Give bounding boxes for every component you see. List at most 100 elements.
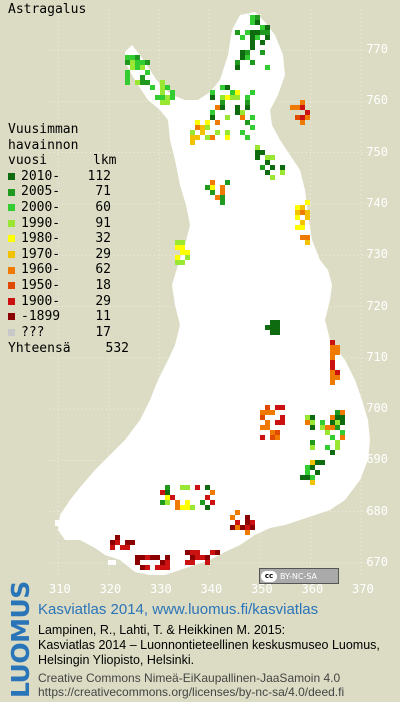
observation-square	[175, 505, 180, 510]
observation-square	[330, 365, 335, 370]
legend-count: 62	[95, 262, 111, 278]
observation-square	[215, 130, 220, 135]
observation-square	[160, 565, 165, 570]
x-axis-label: 370	[352, 582, 374, 596]
observation-square	[330, 345, 335, 350]
observation-square	[180, 240, 185, 245]
finland-distribution-map	[50, 10, 370, 575]
footer-citation: Lampinen, R., Lahti, T. & Heikkinen M. 2…	[38, 623, 380, 668]
observation-square	[340, 435, 345, 440]
license-url[interactable]: https://creativecommons.org/licenses/by-…	[38, 685, 345, 699]
observation-square	[165, 485, 170, 490]
observation-square	[165, 555, 170, 560]
observation-square	[245, 520, 250, 525]
observation-square	[310, 445, 315, 450]
observation-square	[305, 420, 310, 425]
observation-square	[200, 555, 205, 560]
observation-square	[210, 95, 215, 100]
observation-square	[295, 225, 300, 230]
observation-square	[300, 120, 305, 125]
observation-square	[195, 550, 200, 555]
legend-year: 1990-	[21, 215, 61, 231]
observation-square	[275, 330, 280, 335]
observation-square	[235, 65, 240, 70]
observation-square	[235, 105, 240, 110]
observation-square	[275, 430, 280, 435]
observation-square	[265, 155, 270, 160]
observation-square	[270, 410, 275, 415]
observation-square	[330, 375, 335, 380]
observation-square	[260, 50, 265, 55]
observation-square	[135, 60, 140, 65]
observation-square	[140, 565, 145, 570]
observation-square	[310, 465, 315, 470]
legend-row: 1990- 91	[8, 216, 129, 232]
observation-square	[135, 65, 140, 70]
footer-atlas-link[interactable]: Kasviatlas 2014, www.luomus.fi/kasviatla…	[38, 601, 319, 618]
observation-square	[130, 65, 135, 70]
observation-square	[255, 30, 260, 35]
observation-square	[215, 105, 220, 110]
observation-square	[195, 485, 200, 490]
observation-square	[290, 105, 295, 110]
legend-count: 18	[95, 277, 111, 293]
observation-dots	[110, 15, 345, 570]
observation-square	[250, 520, 255, 525]
observation-square	[180, 245, 185, 250]
license-badge[interactable]: cc BY-NC-SA	[259, 568, 339, 584]
observation-square	[210, 90, 215, 95]
legend-year: 1970-	[21, 246, 61, 262]
observation-square	[210, 185, 215, 190]
observation-square	[260, 415, 265, 420]
observation-square	[230, 90, 235, 95]
observation-square	[195, 555, 200, 560]
observation-square	[280, 170, 285, 175]
observation-square	[250, 35, 255, 40]
legend-swatch	[8, 313, 15, 321]
legend-year: 1900-	[21, 293, 61, 309]
observation-square	[200, 125, 205, 130]
observation-square	[280, 420, 285, 425]
observation-square	[180, 485, 185, 490]
observation-square	[300, 235, 305, 240]
observation-square	[330, 350, 335, 355]
observation-square	[145, 80, 150, 85]
observation-square	[225, 95, 230, 100]
legend-year: 1960-	[21, 262, 61, 278]
observation-square	[190, 550, 195, 555]
observation-square	[220, 85, 225, 90]
observation-square	[185, 485, 190, 490]
observation-square	[250, 45, 255, 50]
observation-square	[125, 540, 130, 545]
observation-square	[180, 250, 185, 255]
legend-swatch	[8, 266, 15, 274]
observation-square	[145, 555, 150, 560]
observation-square	[245, 95, 250, 100]
x-axis-label: 320	[99, 582, 122, 596]
observation-square	[270, 435, 275, 440]
observation-square	[160, 80, 165, 85]
observation-square	[335, 425, 340, 430]
observation-square	[240, 130, 245, 135]
observation-square	[245, 515, 250, 520]
citation-publisher: Helsingin Yliopisto, Helsinki.	[38, 653, 195, 667]
legend-swatch	[8, 173, 15, 181]
y-axis-label: 760	[366, 93, 388, 108]
observation-square	[280, 165, 285, 170]
observation-square	[265, 65, 270, 70]
legend: Vuusimman havainnon vuosi lkm 2010- 112 20…	[8, 122, 129, 357]
observation-square	[155, 555, 160, 560]
x-axis-label: 340	[200, 582, 223, 596]
observation-square	[235, 95, 240, 100]
observation-square	[305, 200, 310, 205]
observation-square	[110, 540, 115, 545]
legend-header-2: havainnon	[8, 137, 79, 153]
observation-square	[230, 525, 235, 530]
observation-square	[250, 90, 255, 95]
observation-square	[185, 505, 190, 510]
observation-square	[295, 115, 300, 120]
observation-square	[320, 420, 325, 425]
observation-square	[265, 170, 270, 175]
legend-swatch	[8, 329, 15, 337]
observation-square	[260, 150, 265, 155]
